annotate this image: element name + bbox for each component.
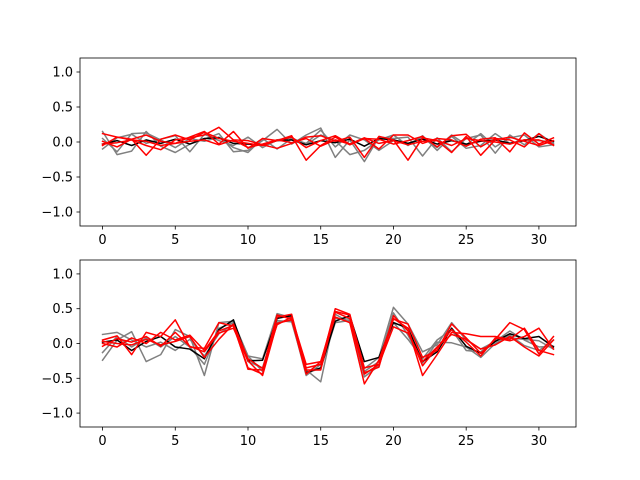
x-tick-label: 15 — [312, 434, 329, 449]
x-tick-label: 15 — [312, 233, 329, 248]
y-tick-label: −1.0 — [41, 407, 73, 422]
y-tick-label: 0.0 — [52, 136, 73, 151]
x-tick-label: 25 — [458, 233, 475, 248]
x-tick-label: 5 — [171, 233, 179, 248]
y-tick-label: 0.5 — [52, 101, 73, 116]
x-tick-label: 10 — [240, 233, 257, 248]
x-tick-label: 30 — [531, 233, 548, 248]
y-tick-label: 0.5 — [52, 302, 73, 317]
series-line-7 — [101, 137, 555, 149]
y-tick-label: 1.0 — [52, 267, 73, 282]
x-tick-label: 20 — [385, 434, 402, 449]
series-lines — [101, 126, 555, 163]
series-line-7 — [101, 311, 555, 375]
x-tick-label: 0 — [98, 434, 106, 449]
y-tick-label: −0.5 — [41, 372, 73, 387]
series-line-3 — [101, 314, 555, 374]
y-tick-label: −1.0 — [41, 206, 73, 221]
y-tick-label: 0.0 — [52, 337, 73, 352]
y-tick-label: 1.0 — [52, 66, 73, 81]
x-tick-label: 30 — [531, 434, 548, 449]
top-subplot: 0 5 10 15 20 25 30 −1.0 −0.5 0.0 0.5 1.0 — [41, 57, 577, 248]
bottom-subplot: 0 5 10 15 20 25 30 −1.0 −0.5 0.0 0.5 1.0 — [41, 259, 577, 449]
series-lines — [101, 306, 555, 385]
series-line-5 — [101, 126, 555, 161]
x-tick-label: 20 — [385, 233, 402, 248]
x-tick-label: 25 — [458, 434, 475, 449]
y-tick-label: −0.5 — [41, 171, 73, 186]
x-tick-label: 10 — [240, 434, 257, 449]
x-tick-label: 5 — [171, 434, 179, 449]
x-tick-label: 0 — [98, 233, 106, 248]
